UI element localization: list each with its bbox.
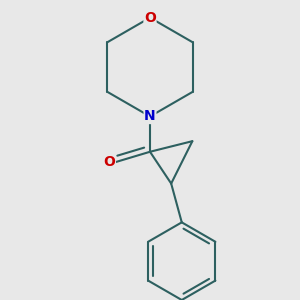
Text: O: O — [144, 11, 156, 25]
Text: N: N — [144, 110, 156, 124]
Text: O: O — [103, 155, 115, 170]
